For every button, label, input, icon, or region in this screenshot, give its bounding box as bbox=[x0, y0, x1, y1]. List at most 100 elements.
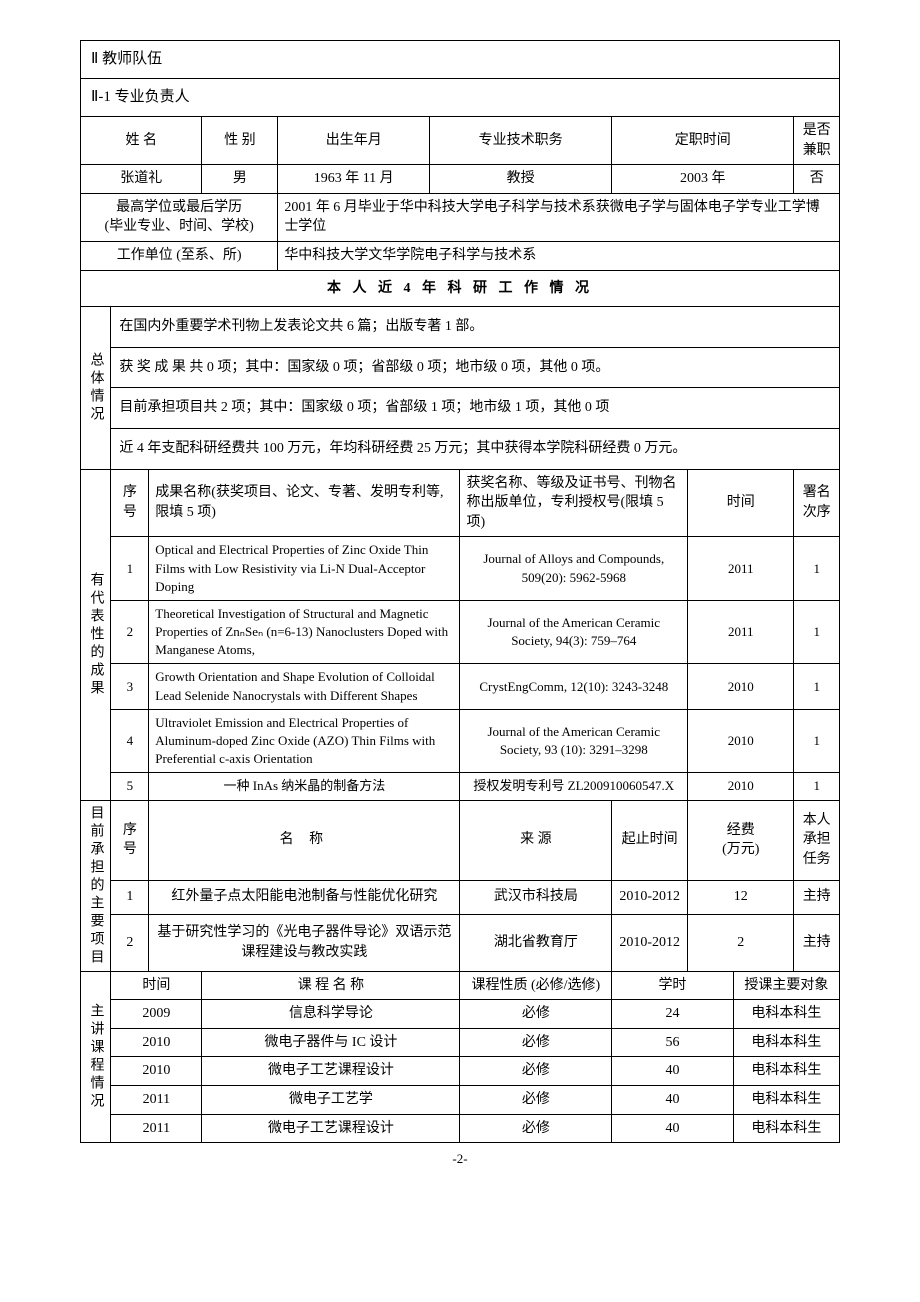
achv-src: CrystEngComm, 12(10): 3243-3248 bbox=[460, 664, 688, 709]
v-title: 教授 bbox=[430, 165, 612, 194]
course-h-name: 课 程 名 称 bbox=[202, 971, 460, 1000]
course-target: 电科本科生 bbox=[733, 1114, 839, 1143]
achv-rank: 1 bbox=[794, 600, 840, 664]
proj-h-no: 序号 bbox=[111, 800, 149, 880]
h-parttime: 是否兼职 bbox=[794, 117, 840, 165]
proj-name: 基于研究性学习的《光电子器件导论》双语示范课程建设与教改实践 bbox=[149, 914, 460, 971]
h-title: 专业技术职务 bbox=[430, 117, 612, 165]
achv-label: 有代表性的成果 bbox=[81, 469, 111, 800]
achv-time: 2010 bbox=[688, 709, 794, 773]
main-table: Ⅱ 教师队伍 Ⅱ-1 专业负责人 姓 名 性 别 出生年月 专业技术职务 定职时… bbox=[80, 40, 840, 1143]
achv-src: Journal of the American Ceramic Society,… bbox=[460, 600, 688, 664]
achv-rank: 1 bbox=[794, 709, 840, 773]
proj-role: 主持 bbox=[794, 914, 840, 971]
achv-name: Optical and Electrical Properties of Zin… bbox=[149, 537, 460, 601]
course-target: 电科本科生 bbox=[733, 1085, 839, 1114]
course-hours: 24 bbox=[612, 1000, 733, 1029]
proj-src: 武汉市科技局 bbox=[460, 880, 612, 914]
course-type: 必修 bbox=[460, 1114, 612, 1143]
course-name: 微电子工艺课程设计 bbox=[202, 1057, 460, 1086]
course-time: 2010 bbox=[111, 1057, 202, 1086]
proj-role: 主持 bbox=[794, 880, 840, 914]
course-time: 2009 bbox=[111, 1000, 202, 1029]
course-h-time: 时间 bbox=[111, 971, 202, 1000]
course-name: 信息科学导论 bbox=[202, 1000, 460, 1029]
course-name: 微电子工艺课程设计 bbox=[202, 1114, 460, 1143]
course-type: 必修 bbox=[460, 1057, 612, 1086]
proj-time: 2010-2012 bbox=[612, 914, 688, 971]
h-birth: 出生年月 bbox=[278, 117, 430, 165]
proj-h-fund: 经费 (万元) bbox=[688, 800, 794, 880]
course-name: 微电子器件与 IC 设计 bbox=[202, 1028, 460, 1057]
proj-h-role: 本人承担任务 bbox=[794, 800, 840, 880]
v-parttime: 否 bbox=[794, 165, 840, 194]
overall-l4: 近 4 年支配科研经费共 100 万元，年均科研经费 25 万元；其中获得本学院… bbox=[111, 428, 840, 469]
proj-label: 目前承担的主要项目 bbox=[81, 800, 111, 971]
proj-h-name: 名 称 bbox=[149, 800, 460, 880]
achv-h-name: 成果名称(获奖项目、论文、专著、发明专利等,限填 5 项) bbox=[149, 469, 460, 537]
course-time: 2010 bbox=[111, 1028, 202, 1057]
achv-h-no: 序号 bbox=[111, 469, 149, 537]
overall-l2: 获 奖 成 果 共 0 项；其中：国家级 0 项；省部级 0 项；地市级 0 项… bbox=[111, 347, 840, 388]
proj-no: 1 bbox=[111, 880, 149, 914]
h-unit: 工作单位 (至系、所) bbox=[81, 241, 278, 270]
h-degree: 最高学位或最后学历 (毕业专业、时间、学校) bbox=[81, 193, 278, 241]
proj-time: 2010-2012 bbox=[612, 880, 688, 914]
h-name: 姓 名 bbox=[81, 117, 202, 165]
v-appoint: 2003 年 bbox=[612, 165, 794, 194]
achv-no: 3 bbox=[111, 664, 149, 709]
course-time: 2011 bbox=[111, 1114, 202, 1143]
course-target: 电科本科生 bbox=[733, 1000, 839, 1029]
achv-name: Ultraviolet Emission and Electrical Prop… bbox=[149, 709, 460, 773]
section-title: Ⅱ 教师队伍 bbox=[81, 41, 840, 79]
achv-time: 2010 bbox=[688, 773, 794, 800]
proj-no: 2 bbox=[111, 914, 149, 971]
v-gender: 男 bbox=[202, 165, 278, 194]
achv-time: 2011 bbox=[688, 600, 794, 664]
achv-h-src: 获奖名称、等级及证书号、刊物名称出版单位，专利授权号(限填 5 项) bbox=[460, 469, 688, 537]
h-gender: 性 别 bbox=[202, 117, 278, 165]
course-hours: 40 bbox=[612, 1057, 733, 1086]
proj-name: 红外量子点太阳能电池制备与性能优化研究 bbox=[149, 880, 460, 914]
achv-no: 1 bbox=[111, 537, 149, 601]
course-type: 必修 bbox=[460, 1000, 612, 1029]
course-h-target: 授课主要对象 bbox=[733, 971, 839, 1000]
v-name: 张道礼 bbox=[81, 165, 202, 194]
proj-fund: 2 bbox=[688, 914, 794, 971]
overall-l3: 目前承担项目共 2 项；其中：国家级 0 项；省部级 1 项；地市级 1 项，其… bbox=[111, 388, 840, 429]
achv-src: Journal of Alloys and Compounds, 509(20)… bbox=[460, 537, 688, 601]
v-degree: 2001 年 6 月毕业于华中科技大学电子科学与技术系获微电子学与固体电子学专业… bbox=[278, 193, 840, 241]
achv-rank: 1 bbox=[794, 773, 840, 800]
course-h-hours: 学时 bbox=[612, 971, 733, 1000]
proj-h-time: 起止时间 bbox=[612, 800, 688, 880]
achv-no: 4 bbox=[111, 709, 149, 773]
research-head: 本 人 近 4 年 科 研 工 作 情 况 bbox=[81, 270, 840, 307]
v-birth: 1963 年 11 月 bbox=[278, 165, 430, 194]
achv-no: 5 bbox=[111, 773, 149, 800]
course-type: 必修 bbox=[460, 1085, 612, 1114]
course-h-type: 课程性质 (必修/选修) bbox=[460, 971, 612, 1000]
course-hours: 40 bbox=[612, 1085, 733, 1114]
proj-h-src: 来 源 bbox=[460, 800, 612, 880]
course-time: 2011 bbox=[111, 1085, 202, 1114]
achv-src: Journal of the American Ceramic Society,… bbox=[460, 709, 688, 773]
achv-name: Theoretical Investigation of Structural … bbox=[149, 600, 460, 664]
proj-fund: 12 bbox=[688, 880, 794, 914]
course-target: 电科本科生 bbox=[733, 1057, 839, 1086]
h-appoint: 定职时间 bbox=[612, 117, 794, 165]
course-label: 主讲课程情况 bbox=[81, 971, 111, 1143]
achv-src: 授权发明专利号 ZL200910060547.X bbox=[460, 773, 688, 800]
course-name: 微电子工艺学 bbox=[202, 1085, 460, 1114]
achv-name: 一种 InAs 纳米晶的制备方法 bbox=[149, 773, 460, 800]
achv-h-time: 时间 bbox=[688, 469, 794, 537]
course-type: 必修 bbox=[460, 1028, 612, 1057]
overall-l1: 在国内外重要学术刊物上发表论文共 6 篇；出版专著 1 部。 bbox=[111, 307, 840, 348]
achv-rank: 1 bbox=[794, 664, 840, 709]
section-sub: Ⅱ-1 专业负责人 bbox=[81, 79, 840, 117]
overall-label: 总体情况 bbox=[81, 307, 111, 469]
achv-no: 2 bbox=[111, 600, 149, 664]
course-hours: 56 bbox=[612, 1028, 733, 1057]
course-hours: 40 bbox=[612, 1114, 733, 1143]
achv-time: 2011 bbox=[688, 537, 794, 601]
proj-src: 湖北省教育厅 bbox=[460, 914, 612, 971]
